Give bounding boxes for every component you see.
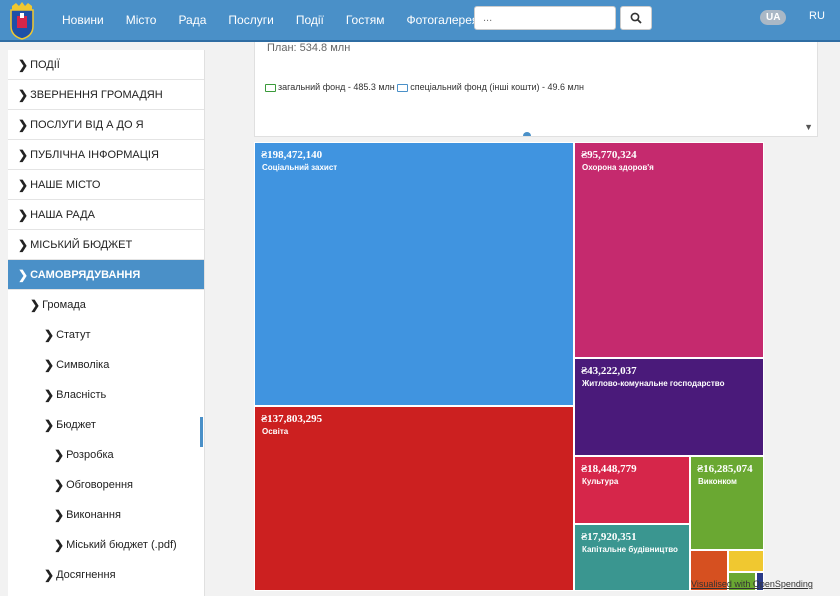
chevron-right-icon: ❯ [18,177,29,192]
chevron-right-icon: ❯ [18,267,29,282]
sidebar-sub-achievements[interactable]: ❯ Досягнення [44,568,116,582]
nav-city[interactable]: Місто [125,13,157,27]
sidebar-sub-community[interactable]: ❯ Громада [30,298,86,312]
tile-amount: ₴95,770,324 [581,149,637,161]
chevron-right-icon: ❯ [30,298,41,312]
sidebar-sub-execution[interactable]: ❯ Виконання [54,508,121,522]
folder-icon [397,83,409,92]
lang-ru-link[interactable]: RU [809,10,825,22]
sidebar-sub-symbols[interactable]: ❯ Символіка [44,358,110,372]
treemap-tile-education[interactable]: ₴137,803,295 Освіта [254,406,574,591]
chevron-right-icon: ❯ [44,358,55,372]
scroll-down-arrow-icon[interactable]: ▼ [804,122,813,132]
tile-amount: ₴43,222,037 [581,365,637,377]
tile-amount: ₴17,920,351 [581,531,637,543]
chevron-right-icon: ❯ [44,388,55,402]
general-fund: загальний фонд - 485.3 млн [278,82,395,92]
plan-total: План: 534.8 млн [267,42,351,54]
budget-summary-panel: План: 534.8 млн загальний фонд - 485.3 м… [254,42,818,137]
sidebar-item-events[interactable]: ❯ ПОДІЇ [8,50,204,80]
sidebar-item-public-information[interactable]: ❯ ПУБЛІЧНА ІНФОРМАЦІЯ [8,140,204,170]
tile-label: Виконком [698,477,737,486]
tile-label: Житлово-комунальне господарство [582,379,725,388]
tile-label: Освіта [262,427,289,436]
chevron-right-icon: ❯ [54,448,65,462]
treemap-tile-healthcare[interactable]: ₴95,770,324 Охорона здоров'я [574,142,764,358]
chevron-right-icon: ❯ [54,508,65,522]
chevron-right-icon: ❯ [18,237,29,252]
sidebar-sub-budget-pdf[interactable]: ❯ Міський бюджет (.pdf) [54,538,177,552]
search-input[interactable] [474,6,616,30]
main-nav: Новини Місто Рада Послуги Події Гостям Ф… [62,0,500,40]
tile-amount: ₴198,472,140 [261,149,323,161]
chevron-right-icon: ❯ [18,87,29,102]
nav-services[interactable]: Послуги [228,13,274,27]
nav-events[interactable]: Події [295,13,324,27]
sidebar: ❯ ПОДІЇ ❯ ЗВЕРНЕННЯ ГРОМАДЯН ❯ ПОСЛУГИ ВІД … [8,50,205,596]
folder-icon [265,83,276,92]
chevron-right-icon: ❯ [54,478,65,492]
tile-label: Капітальне будівництво [582,545,678,554]
sidebar-item-services-a-z[interactable]: ❯ ПОСЛУГИ ВІД А ДО Я [8,110,204,140]
chevron-right-icon: ❯ [18,57,29,72]
treemap-tile-culture[interactable]: ₴18,448,779 Культура [574,456,690,524]
sidebar-sub-discussion[interactable]: ❯ Обговорення [54,478,133,492]
tile-label: Культура [582,477,619,486]
treemap-tile-capital-construction[interactable]: ₴17,920,351 Капітальне будівництво [574,524,690,591]
chevron-right-icon: ❯ [18,207,29,222]
openspending-credit-link[interactable]: Visualised with OpenSpending [691,579,813,589]
treemap-tile-small[interactable] [728,572,756,591]
tile-label: Охорона здоров'я [582,163,654,172]
sidebar-sub-property[interactable]: ❯ Власність [44,388,107,402]
treemap-tile-small[interactable] [756,572,764,591]
search-button[interactable] [620,6,652,30]
chevron-right-icon: ❯ [44,418,55,432]
sidebar-item-self-government[interactable]: ❯ САМОВРЯДУВАННЯ [8,260,204,290]
nav-photo-gallery[interactable]: Фотогалерея [406,13,479,27]
lang-ua-badge[interactable]: UA [760,10,787,25]
treemap-tile-small[interactable] [690,550,728,591]
chevron-right-icon: ❯ [18,147,29,162]
special-fund: спеціальний фонд (інші кошти) - 49.6 млн [410,82,584,92]
sidebar-sub-statute[interactable]: ❯ Статут [44,328,91,342]
nav-news[interactable]: Новини [62,13,104,27]
sidebar-item-our-city[interactable]: ❯ НАШЕ МІСТО [8,170,204,200]
sidebar-item-city-budget[interactable]: ❯ МІСЬКИЙ БЮДЖЕТ [8,230,204,260]
budget-treemap: ₴198,472,140 Соціальний захист ₴137,803,… [254,142,766,591]
scroll-handle[interactable] [523,132,531,136]
nav-guests[interactable]: Гостям [345,13,385,27]
tile-amount: ₴16,285,074 [697,463,753,475]
chevron-right-icon: ❯ [18,117,29,132]
chevron-right-icon: ❯ [44,568,55,582]
chevron-right-icon: ❯ [54,538,65,552]
search-icon [630,12,642,24]
nav-council[interactable]: Рада [178,13,207,27]
tile-amount: ₴137,803,295 [261,413,323,425]
sidebar-sub-development[interactable]: ❯ Розробка [54,448,114,462]
sidebar-sub-budget[interactable]: ❯ Бюджет [44,418,96,432]
fund-legend: загальний фонд - 485.3 млн спеціальний ф… [265,82,584,92]
tile-amount: ₴18,448,779 [581,463,637,475]
sidebar-item-citizen-appeals[interactable]: ❯ ЗВЕРНЕННЯ ГРОМАДЯН [8,80,204,110]
city-coat-of-arms-logo[interactable] [8,2,36,40]
chevron-right-icon: ❯ [44,328,55,342]
treemap-tile-social-protection[interactable]: ₴198,472,140 Соціальний захист [254,142,574,406]
treemap-tile-small[interactable] [728,550,764,572]
sidebar-item-our-council[interactable]: ❯ НАША РАДА [8,200,204,230]
sidebar-scroll-indicator[interactable] [200,417,203,447]
top-navbar: Новини Місто Рада Послуги Події Гостям Ф… [0,0,840,42]
tile-label: Соціальний захист [262,163,338,172]
treemap-tile-housing-utilities[interactable]: ₴43,222,037 Житлово-комунальне господарс… [574,358,764,456]
treemap-tile-executive-committee[interactable]: ₴16,285,074 Виконком [690,456,764,550]
